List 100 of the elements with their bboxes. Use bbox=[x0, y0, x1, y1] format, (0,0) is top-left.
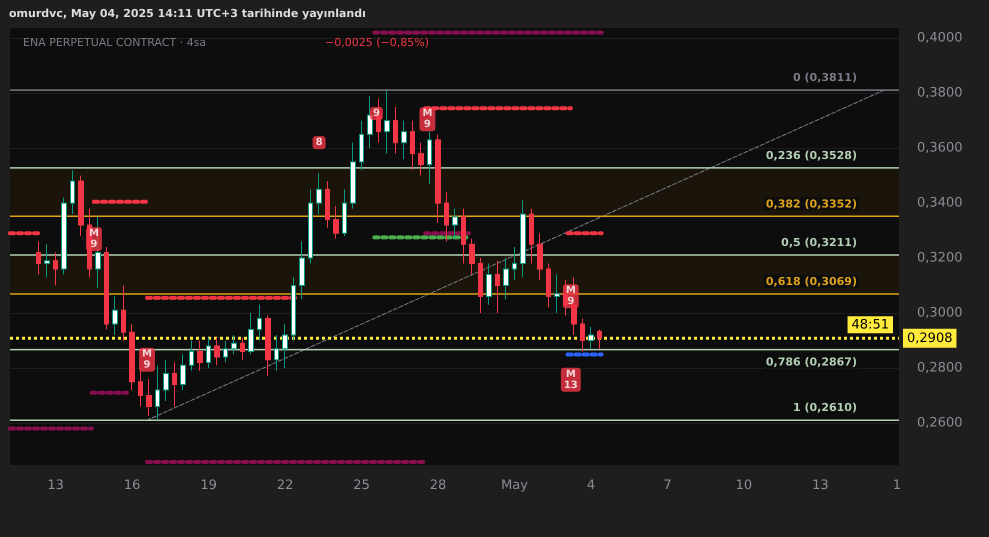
y-tick-label: 0,3800 bbox=[917, 86, 962, 101]
candlestick bbox=[588, 326, 594, 350]
candlestick bbox=[342, 188, 347, 237]
candlestick bbox=[36, 241, 41, 276]
ref-line-label: 0 (0,3811) bbox=[793, 71, 857, 84]
candlestick bbox=[554, 274, 560, 314]
annotation: M 9 bbox=[422, 108, 432, 130]
y-tick-label: 0,4000 bbox=[917, 30, 962, 46]
annotation: M 9 bbox=[88, 228, 99, 250]
candlestick bbox=[350, 142, 356, 210]
ref-line-label: 0,2908 bbox=[907, 330, 952, 346]
candlestick bbox=[333, 205, 339, 240]
candlestick bbox=[325, 180, 330, 228]
candlestick bbox=[189, 340, 194, 372]
x-tick-label: 4 bbox=[586, 478, 596, 493]
candlestick bbox=[291, 276, 296, 341]
x-tick-label: 13 bbox=[812, 478, 829, 493]
candlestick bbox=[129, 324, 135, 390]
y-tick-label: 0,3400 bbox=[917, 196, 962, 211]
ref-line-label: 1 (0,2610) bbox=[793, 401, 857, 414]
x-tick-label: 22 bbox=[276, 478, 294, 493]
candlestick bbox=[282, 324, 288, 368]
candlestick bbox=[61, 197, 67, 276]
candlestick bbox=[180, 354, 186, 390]
candlestick bbox=[172, 362, 177, 407]
y-tick-label: 0,2800 bbox=[917, 360, 962, 376]
x-tick-label: 7 bbox=[663, 478, 672, 493]
candlestick bbox=[316, 172, 322, 215]
ref-line-label: 0,618 (0,3069) bbox=[766, 275, 857, 288]
candlestick bbox=[495, 260, 500, 314]
candlestick bbox=[546, 263, 551, 308]
candlestick bbox=[444, 192, 449, 242]
candlestick bbox=[427, 131, 432, 184]
annotation: M 13 bbox=[564, 368, 578, 391]
text: ENA PERPETUAL CONTRACT · 4sa bbox=[23, 36, 206, 49]
candlestick bbox=[44, 244, 50, 278]
candlestick bbox=[418, 142, 424, 176]
candlestick bbox=[461, 208, 466, 264]
x-tick-label: 1 bbox=[892, 478, 902, 493]
candlestick bbox=[597, 329, 602, 350]
candlestick bbox=[78, 175, 84, 237]
candlestick bbox=[223, 340, 228, 363]
candlestick bbox=[486, 263, 492, 306]
candlestick bbox=[401, 120, 407, 160]
candlestick bbox=[146, 378, 152, 417]
candlestick bbox=[580, 318, 585, 352]
annotation: M 9 bbox=[566, 285, 576, 308]
candlestick bbox=[299, 241, 305, 300]
x-tick-label: 10 bbox=[736, 478, 752, 493]
candlestick bbox=[512, 246, 517, 281]
annotation: 48:51 bbox=[852, 317, 890, 332]
candlestick bbox=[367, 95, 373, 149]
y-tick-label: 0,3600 bbox=[917, 140, 962, 156]
candlestick bbox=[257, 304, 262, 341]
ref-line-label: 0,786 (0,2867) bbox=[766, 356, 857, 369]
candlestick bbox=[435, 134, 441, 223]
candlestick bbox=[265, 315, 271, 377]
candlestick bbox=[384, 90, 390, 154]
ref-line-label: 0,382 (0,3352) bbox=[766, 197, 857, 210]
candlestick bbox=[520, 200, 526, 278]
candlestick bbox=[214, 337, 220, 366]
ref-line-label: 0,5 (0,3211) bbox=[781, 236, 857, 250]
x-tick-label: 13 bbox=[47, 478, 64, 493]
y-tick-label: 0,2600 bbox=[917, 415, 962, 430]
x-tick-label: 28 bbox=[430, 478, 446, 493]
text: omurdvc, May 04, 2025 14:11 UTC+3 tarihinde yayınlandı bbox=[9, 7, 366, 20]
x-tick-label: 16 bbox=[124, 478, 140, 493]
candlestick bbox=[274, 334, 279, 372]
candlestick bbox=[248, 312, 254, 355]
annotation: 8 bbox=[316, 137, 323, 148]
candlestick bbox=[206, 337, 211, 368]
candlestick bbox=[469, 238, 475, 276]
annotation: 9 bbox=[372, 108, 380, 119]
x-tick-label: May bbox=[501, 478, 528, 493]
candlestick bbox=[197, 340, 203, 372]
annotation: M 9 bbox=[142, 348, 152, 371]
candlestick bbox=[537, 232, 543, 281]
text: −0,0025 (−0,85%) bbox=[325, 36, 429, 49]
candlestick bbox=[112, 296, 118, 336]
candlestick bbox=[155, 364, 160, 421]
candlestick bbox=[231, 334, 237, 355]
candlestick bbox=[53, 252, 58, 286]
candlestick bbox=[308, 188, 313, 264]
x-tick-label: 25 bbox=[353, 478, 370, 493]
y-tick-label: 0,3200 bbox=[917, 250, 962, 266]
candlestick bbox=[393, 106, 398, 154]
candlestick bbox=[70, 170, 75, 215]
candlestick bbox=[503, 258, 509, 300]
candlestick bbox=[359, 120, 364, 171]
candlestick bbox=[529, 208, 534, 264]
candlestick bbox=[452, 208, 458, 240]
candlestick bbox=[240, 337, 245, 360]
x-tick-label: 19 bbox=[200, 478, 217, 493]
ref-line-label: 0,236 (0,3528) bbox=[766, 148, 857, 162]
candlestick bbox=[478, 258, 483, 314]
candlestick bbox=[104, 246, 109, 330]
candlestick bbox=[410, 120, 415, 171]
candlestick bbox=[121, 285, 126, 341]
candlestick bbox=[163, 359, 169, 402]
y-tick-label: 0,3000 bbox=[917, 306, 962, 321]
